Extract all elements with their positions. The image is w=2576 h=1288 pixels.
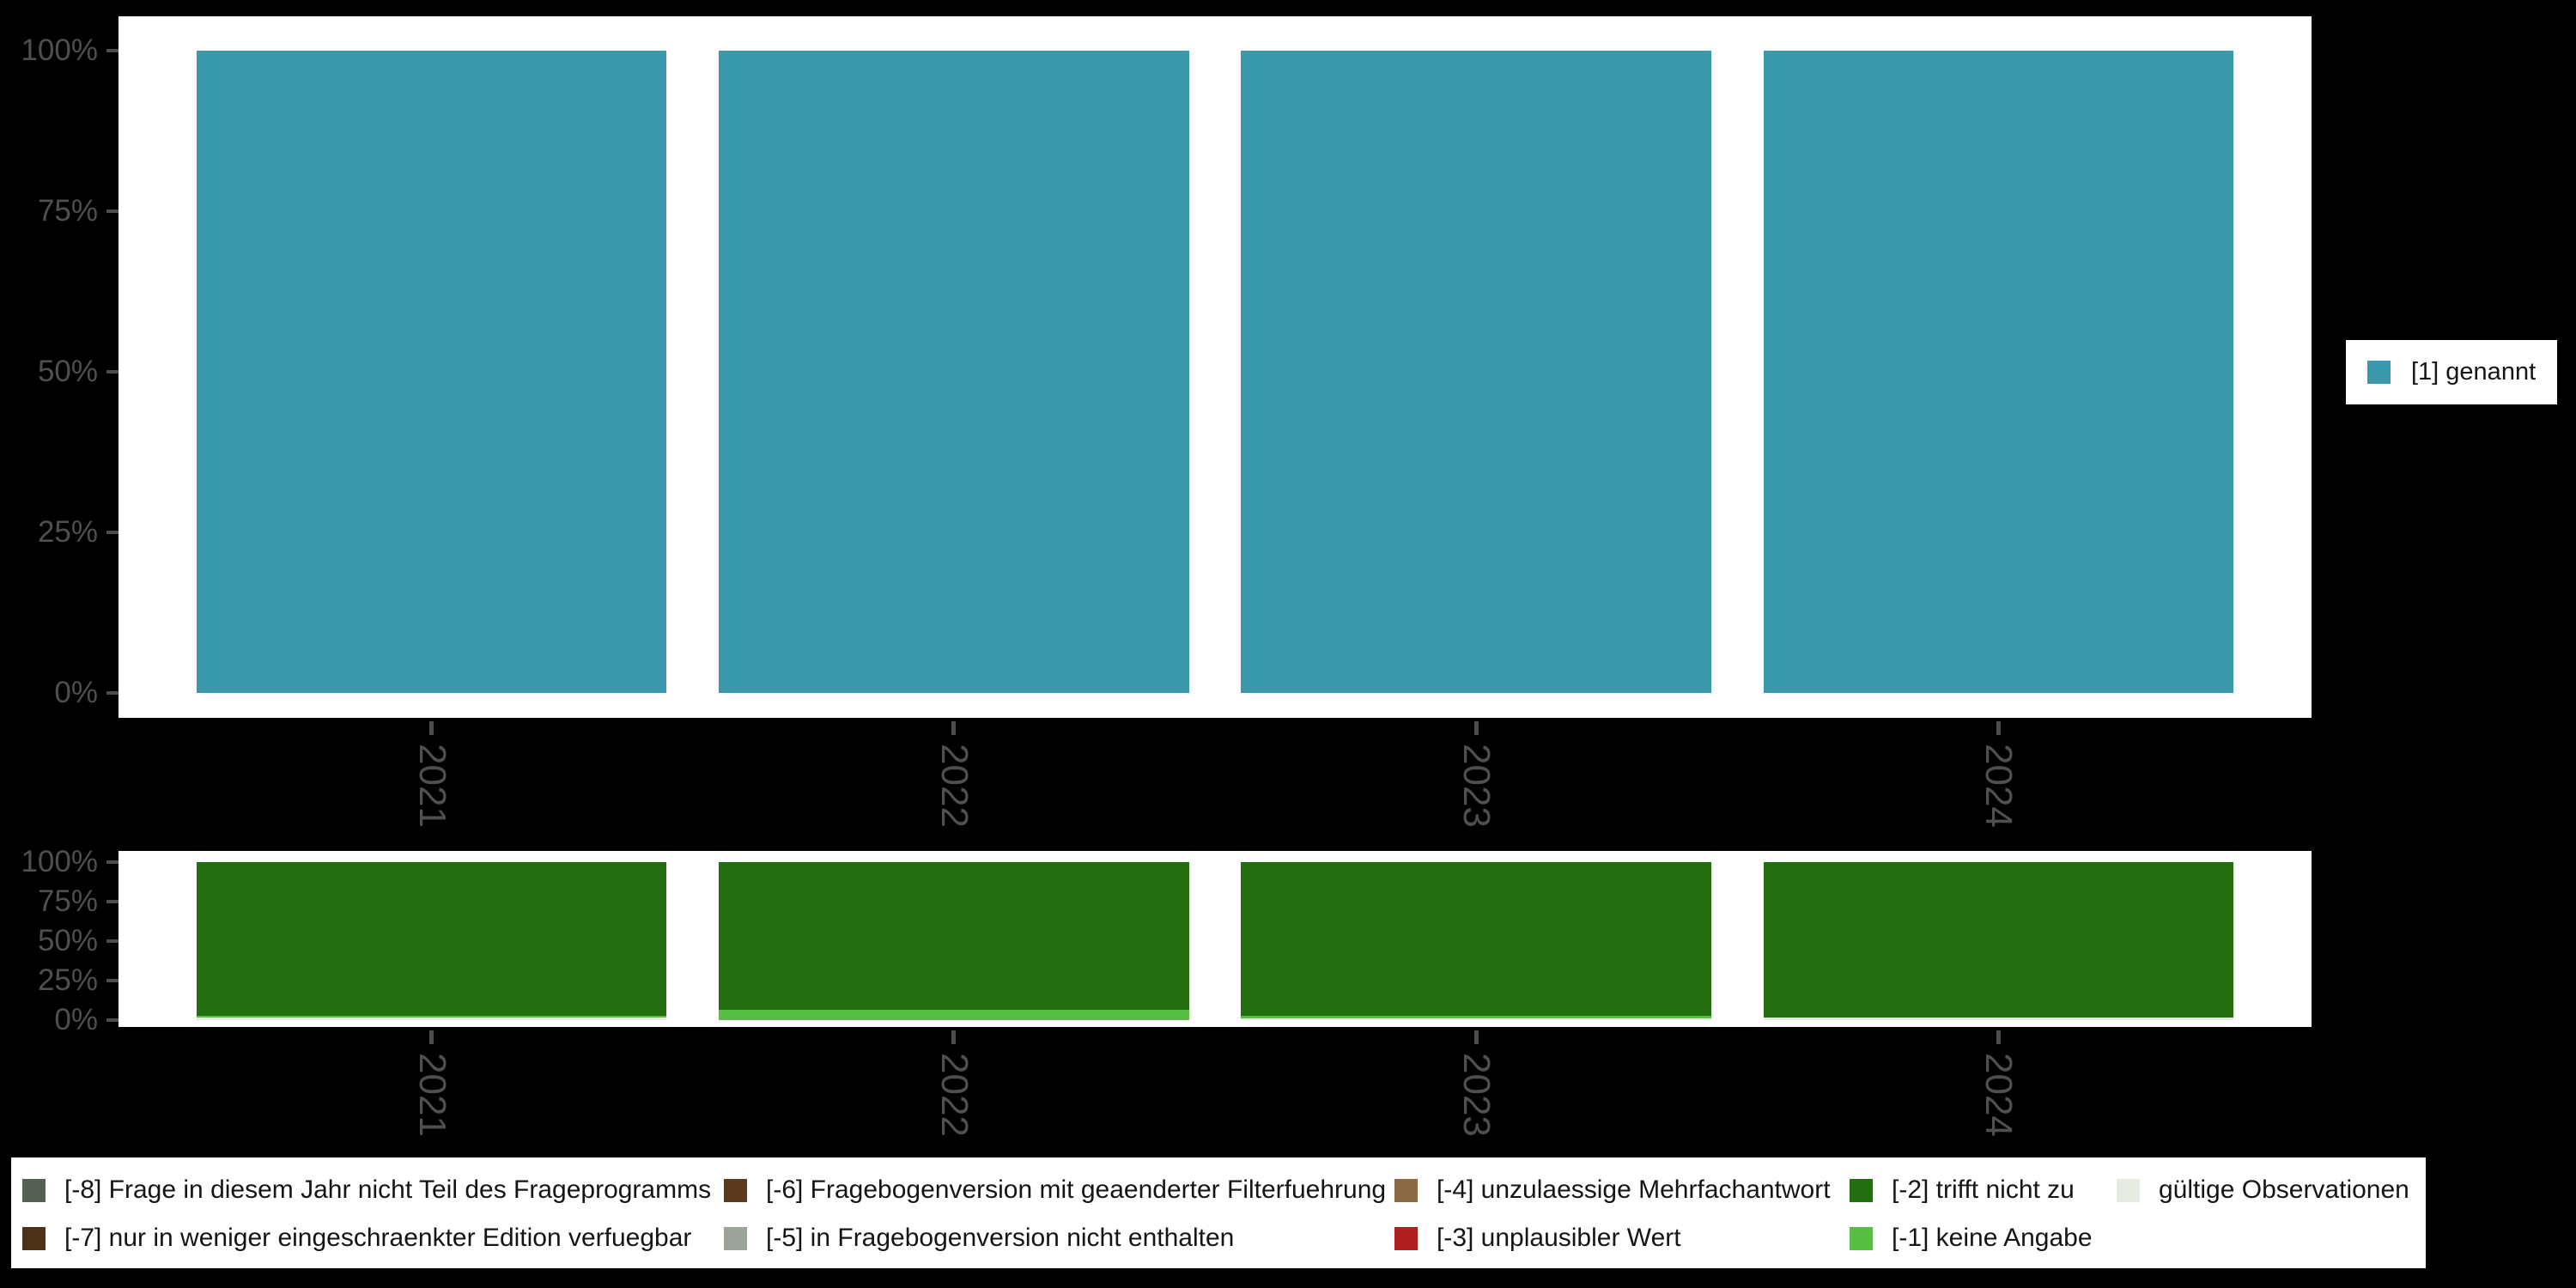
- bar-segment: [1763, 51, 2233, 693]
- y-axis-tick: [106, 860, 118, 864]
- x-axis-tick: [951, 1030, 957, 1044]
- bar-segment: [719, 51, 1189, 693]
- x-axis-year-label: 2022: [933, 744, 975, 828]
- legend-item: [-5] in Fragebogenversion nicht enthalte…: [724, 1214, 1386, 1262]
- bar-segment: [197, 862, 667, 1017]
- y-axis-label: 75%: [37, 193, 98, 228]
- legend-item-label: [-5] in Fragebogenversion nicht enthalte…: [766, 1224, 1235, 1252]
- legend-item: [-4] unzulaessige Mehrfachantwort: [1394, 1166, 1831, 1214]
- legend-item: [-6] Fragebogenversion mit geaenderter F…: [724, 1166, 1386, 1214]
- legend-item: [1] genannt: [2367, 358, 2536, 386]
- legend-item-label: [-2] trifft nicht zu: [1892, 1176, 2075, 1204]
- x-axis-year-label: 2023: [1455, 1053, 1498, 1137]
- y-axis-tick: [106, 979, 118, 982]
- bar-segment: [719, 862, 1189, 1011]
- legend-bottom: [-8] Frage in diesem Jahr nicht Teil des…: [11, 1157, 2426, 1268]
- x-axis-tick: [1996, 1030, 2001, 1044]
- legend-swatch: [2367, 361, 2391, 384]
- legend-item-label: [-8] Frage in diesem Jahr nicht Teil des…: [64, 1176, 712, 1204]
- y-axis-label: 50%: [37, 923, 98, 957]
- y-axis-label: 75%: [37, 884, 98, 918]
- legend-item-label: [-4] unzulaessige Mehrfachantwort: [1437, 1176, 1831, 1204]
- legend-item-label: [-7] nur in weniger eingeschraenkter Edi…: [64, 1224, 692, 1252]
- y-axis-tick: [106, 1018, 118, 1022]
- x-axis-tick: [429, 721, 434, 735]
- bar-segment: [1241, 862, 1711, 1017]
- x-axis-year-label: 2021: [410, 1053, 453, 1137]
- legend-item: [-3] unplausibler Wert: [1394, 1214, 1831, 1262]
- y-axis-tick: [106, 210, 118, 213]
- y-axis-label: 25%: [37, 514, 98, 549]
- legend-column: [-8] Frage in diesem Jahr nicht Teil des…: [22, 1157, 711, 1268]
- bar-segment: [1763, 1018, 2233, 1020]
- y-axis-label: 50%: [37, 354, 98, 388]
- legend-item-label: [-1] keine Angabe: [1892, 1224, 2093, 1252]
- bar-segment: [1241, 51, 1711, 693]
- x-axis-year-label: 2024: [1978, 1053, 2020, 1137]
- legend-right: [1] genannt: [2346, 340, 2557, 404]
- legend-item-label: gültige Observationen: [2159, 1176, 2409, 1204]
- bar-segment: [719, 1010, 1189, 1020]
- bar-segment: [1763, 862, 2233, 1018]
- legend-swatch: [1394, 1226, 1418, 1250]
- bar-segment: [197, 1018, 667, 1020]
- bar-segment: [197, 1016, 667, 1018]
- legend-swatch: [724, 1226, 747, 1250]
- legend-column: [-6] Fragebogenversion mit geaenderter F…: [724, 1157, 1386, 1268]
- legend-swatch: [22, 1226, 46, 1250]
- legend-item: [-1] keine Angabe: [1850, 1214, 2093, 1262]
- legend-item-label: [-6] Fragebogenversion mit geaenderter F…: [766, 1176, 1387, 1204]
- x-axis-tick: [1996, 721, 2001, 735]
- bar-segment: [197, 51, 667, 693]
- legend-item-label: [1] genannt: [2411, 358, 2537, 386]
- y-axis-label: 0%: [54, 1002, 98, 1036]
- legend-swatch: [2117, 1178, 2140, 1202]
- x-axis-tick: [1473, 1030, 1479, 1044]
- x-axis-tick: [1473, 721, 1479, 735]
- x-axis-tick: [951, 721, 957, 735]
- y-axis-tick: [106, 370, 118, 374]
- legend-swatch: [1850, 1178, 1873, 1202]
- x-axis-year-label: 2021: [410, 744, 453, 828]
- y-axis-label: 0%: [54, 675, 98, 709]
- legend-swatch: [1394, 1178, 1418, 1202]
- legend-item: [-8] Frage in diesem Jahr nicht Teil des…: [22, 1166, 711, 1214]
- legend-swatch: [22, 1178, 46, 1202]
- legend-swatch: [1850, 1226, 1873, 1250]
- legend-column: [-4] unzulaessige Mehrfachantwort [-3] un…: [1394, 1157, 1831, 1268]
- legend-column: [-2] trifft nicht zu [-1] keine Angabe: [1850, 1157, 2093, 1268]
- bar-segment: [1241, 1016, 1711, 1018]
- legend-item-label: [-3] unplausibler Wert: [1437, 1224, 1681, 1252]
- y-axis-tick: [106, 691, 118, 695]
- y-axis-tick: [106, 49, 118, 52]
- legend-item: [-7] nur in weniger eingeschraenkter Edi…: [22, 1214, 711, 1262]
- y-axis-tick: [106, 900, 118, 903]
- y-axis-label: 100%: [21, 33, 98, 67]
- y-axis-tick: [106, 531, 118, 534]
- x-axis-tick: [429, 1030, 434, 1044]
- x-axis-year-label: 2023: [1455, 744, 1498, 828]
- legend-item: gültige Observationen: [2117, 1166, 2409, 1214]
- legend-column: gültige Observationen: [2117, 1157, 2409, 1268]
- y-axis-label: 25%: [37, 963, 98, 997]
- y-axis-tick: [106, 939, 118, 943]
- y-axis-label: 100%: [21, 844, 98, 878]
- legend-swatch: [724, 1178, 747, 1202]
- x-axis-year-label: 2024: [1978, 744, 2020, 828]
- x-axis-year-label: 2022: [933, 1053, 975, 1137]
- legend-item: [-2] trifft nicht zu: [1850, 1166, 2093, 1214]
- bar-segment: [1241, 1018, 1711, 1020]
